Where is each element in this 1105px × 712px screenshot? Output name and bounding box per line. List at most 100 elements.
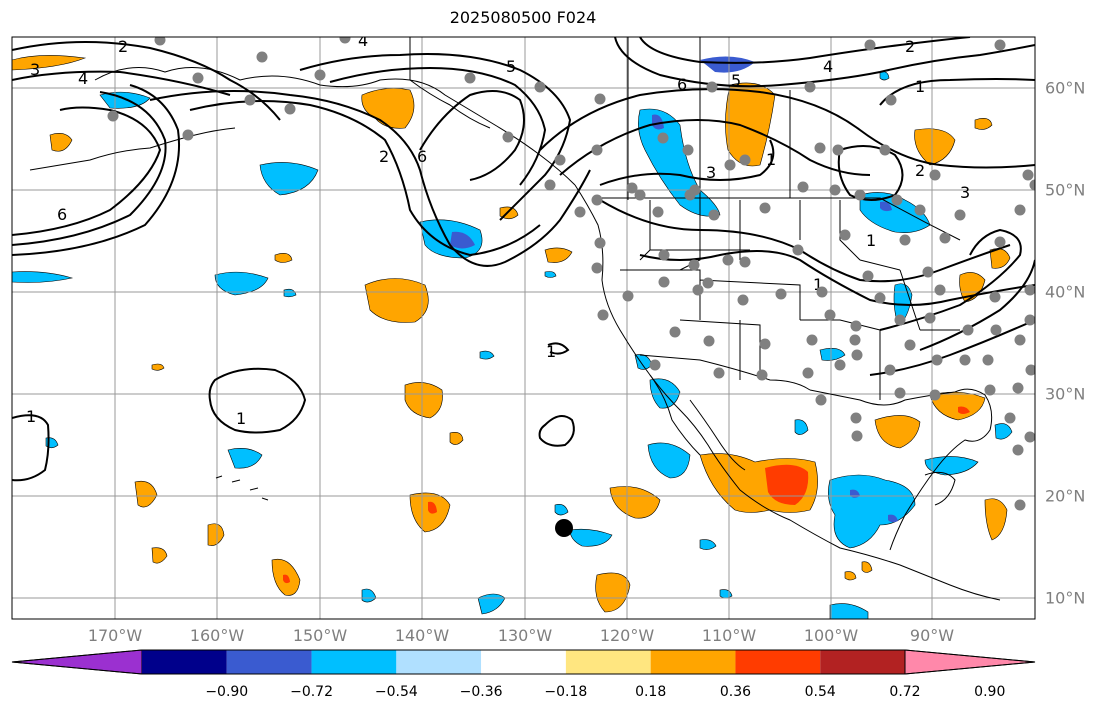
- orange-area: [151, 547, 168, 564]
- station-dot: [759, 338, 771, 350]
- station-dot: [879, 144, 891, 156]
- station-dot: [702, 277, 714, 289]
- lon-label: 130°W: [497, 626, 553, 645]
- blue-area: [829, 603, 869, 619]
- contour-label: 1: [546, 342, 556, 361]
- station-dot: [962, 324, 974, 336]
- contour-line: [12, 414, 50, 482]
- dark-blue-area: [700, 56, 755, 73]
- station-dot: [815, 394, 827, 406]
- station-dot: [924, 312, 936, 324]
- orange-area: [12, 55, 87, 71]
- orange-area: [595, 572, 631, 613]
- orange-area: [844, 571, 857, 581]
- graticule: [12, 37, 1035, 619]
- colorbar-tick-label: 0.72: [889, 684, 921, 700]
- state-border: [620, 200, 960, 400]
- station-dot: [862, 270, 874, 282]
- colorbar-tick-label: 0.18: [635, 684, 667, 700]
- colorbar-segment: [226, 650, 312, 674]
- station-dot: [759, 202, 771, 214]
- station-dot: [1014, 499, 1026, 511]
- contour-label: 4: [78, 69, 88, 88]
- colorbar-tick-label: −0.18: [544, 684, 588, 700]
- us-mexico-border: [639, 354, 811, 391]
- contour-labels: 2 4 3 4 5 6 5 4 2 1 6 2 6 3 1 2 3 1 1 1 …: [26, 31, 970, 428]
- station-dot: [244, 94, 256, 106]
- dark-blue-area: [880, 201, 892, 212]
- colorbar-extend-low: [11, 649, 143, 675]
- contour-label: 5: [731, 71, 741, 90]
- contour-label: 1: [236, 409, 246, 428]
- station-dot: [622, 290, 634, 302]
- dark-blue-area: [450, 231, 475, 249]
- station-dot: [502, 131, 514, 143]
- station-dot: [554, 154, 566, 166]
- colorbar-extend-high: [904, 649, 1036, 675]
- station-dot: [634, 189, 646, 201]
- blue-area: [214, 271, 269, 296]
- colorbar-tick-label: 0.90: [974, 684, 1006, 700]
- orange-area: [974, 118, 993, 130]
- station-dot: [1014, 204, 1026, 216]
- contour-label: 5: [506, 57, 516, 76]
- station-dot: [824, 309, 836, 321]
- station-dot: [284, 103, 296, 115]
- blue-area: [544, 271, 557, 278]
- red-area: [958, 406, 970, 414]
- lon-label: 150°W: [292, 626, 348, 645]
- station-dot: [591, 194, 603, 206]
- contour-line: [599, 199, 1011, 283]
- station-dot: [739, 154, 751, 166]
- station-dot: [1024, 284, 1035, 296]
- contour-label: 2: [905, 37, 915, 56]
- station-dot: [107, 110, 119, 122]
- station-dot: [658, 276, 670, 288]
- contour-line: [12, 84, 180, 256]
- colorbar-tick-label: −0.90: [205, 684, 249, 700]
- station-dot: [850, 320, 862, 332]
- station-dot: [154, 37, 166, 46]
- station-dot: [658, 249, 670, 261]
- colorbar-outline: [11, 649, 1036, 675]
- contour-line: [919, 259, 1035, 351]
- station-dot: [874, 292, 886, 304]
- station-dot: [990, 324, 1002, 336]
- orange-area: [274, 253, 293, 263]
- station-dot: [894, 387, 906, 399]
- lat-label: 30°N: [1045, 384, 1086, 404]
- contour-line: [639, 37, 971, 64]
- aleutian-islands: [29, 127, 236, 171]
- coastlines-and-borders: [29, 37, 1001, 601]
- station-dot: [703, 335, 715, 347]
- station-dot: [192, 72, 204, 84]
- station-dot: [626, 182, 638, 194]
- orange-area: [49, 133, 73, 152]
- station-dot: [682, 144, 694, 156]
- station-dot: [724, 159, 736, 171]
- blue-area: [569, 528, 613, 547]
- orange-area: [364, 278, 429, 323]
- contour-label: 4: [358, 31, 368, 50]
- contour-label: 1: [26, 407, 36, 426]
- contour-line: [599, 139, 775, 186]
- station-dot: [849, 334, 861, 346]
- contour-label: 3: [706, 163, 716, 182]
- contour-label: 4: [823, 57, 833, 76]
- station-dot: [1025, 364, 1035, 376]
- colorbar-segment: [820, 650, 905, 674]
- station-dot: [839, 229, 851, 241]
- colorbar-segment: [565, 650, 651, 674]
- station-dot: [314, 69, 326, 81]
- station-dot: [756, 369, 768, 381]
- contour-label: 3: [30, 60, 40, 79]
- station-dot: [829, 184, 841, 196]
- contour-line: [538, 415, 575, 447]
- station-dot: [722, 254, 734, 266]
- colorbar-tick-label: 0.36: [719, 684, 752, 700]
- station-dot: [688, 259, 700, 271]
- alaska-canada-border: [409, 37, 491, 129]
- station-dot: [534, 81, 546, 93]
- blue-area: [259, 162, 319, 196]
